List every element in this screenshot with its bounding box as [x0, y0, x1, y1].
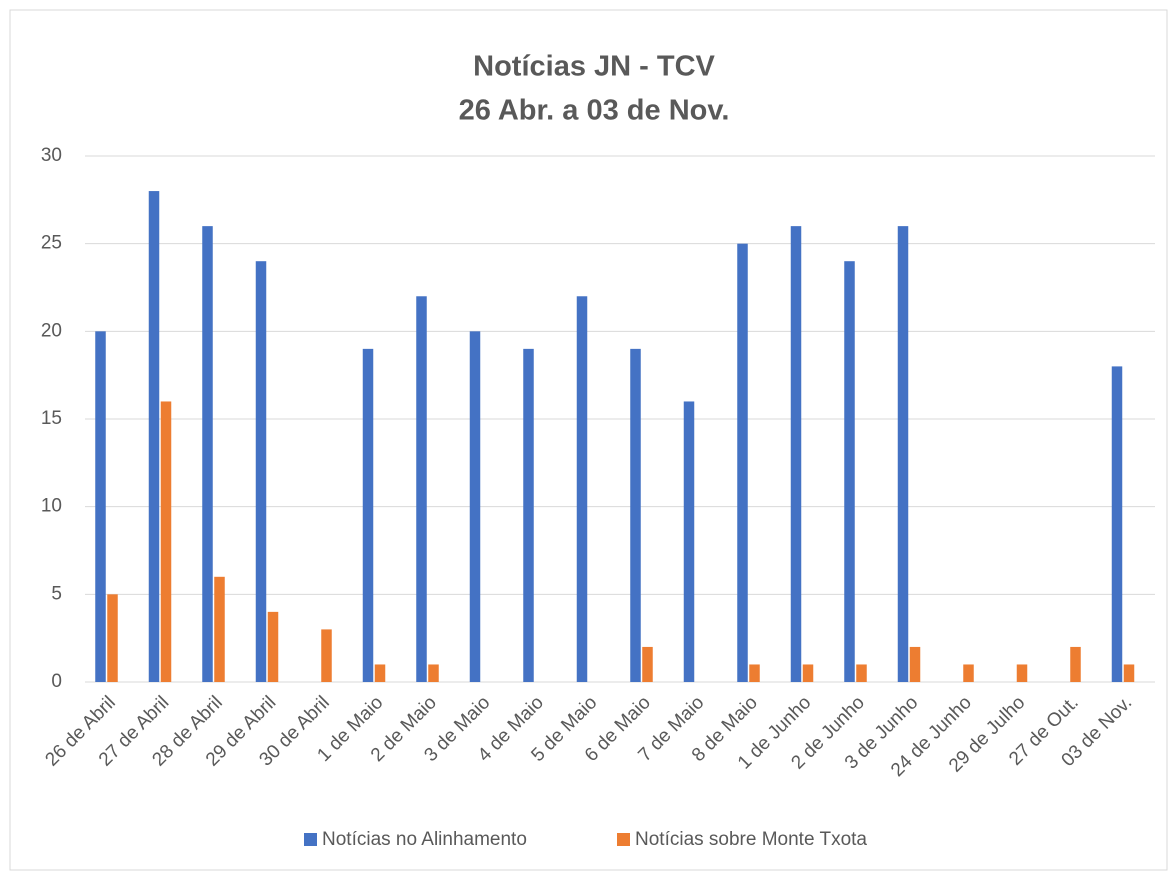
bar — [148, 191, 160, 683]
legend-label: Notícias no Alinhamento — [322, 829, 527, 850]
bar — [1111, 366, 1123, 682]
y-tick-label: 5 — [51, 583, 62, 604]
bar — [1070, 646, 1081, 682]
bar — [416, 296, 427, 682]
bar — [214, 576, 225, 682]
bar — [856, 664, 867, 682]
y-tick-label: 10 — [41, 496, 62, 517]
bar — [683, 401, 695, 682]
bar — [428, 664, 439, 682]
y-tick-label: 30 — [41, 145, 62, 166]
chart-title: Notícias JN - TCV — [473, 51, 715, 83]
bar — [160, 401, 172, 682]
bar — [255, 261, 267, 682]
y-tick-label: 0 — [51, 671, 62, 692]
bar — [202, 226, 213, 682]
bar — [267, 611, 279, 682]
bar — [963, 664, 974, 682]
legend-swatch — [304, 833, 317, 846]
y-tick-label: 15 — [41, 408, 62, 429]
y-tick-label: 20 — [41, 320, 62, 341]
bar — [897, 226, 909, 682]
bar — [576, 296, 588, 682]
bar — [909, 646, 921, 682]
bar — [469, 331, 481, 682]
bar — [749, 664, 760, 682]
bar — [1016, 664, 1028, 682]
legend-label: Notícias sobre Monte Txota — [635, 829, 867, 850]
bar — [523, 348, 534, 682]
bar — [362, 348, 374, 682]
bar — [642, 646, 653, 682]
chart-subtitle: 26 Abr. a 03 de Nov. — [459, 95, 730, 127]
bar — [630, 348, 641, 682]
bar — [321, 629, 332, 682]
bar — [1123, 664, 1135, 682]
bar — [737, 243, 748, 682]
bar — [107, 594, 118, 682]
legend-swatch — [617, 833, 630, 846]
bar — [374, 664, 386, 682]
bar — [790, 226, 802, 682]
bar — [802, 664, 814, 682]
bar — [844, 261, 855, 682]
bar — [95, 331, 106, 682]
y-tick-label: 25 — [41, 233, 62, 254]
